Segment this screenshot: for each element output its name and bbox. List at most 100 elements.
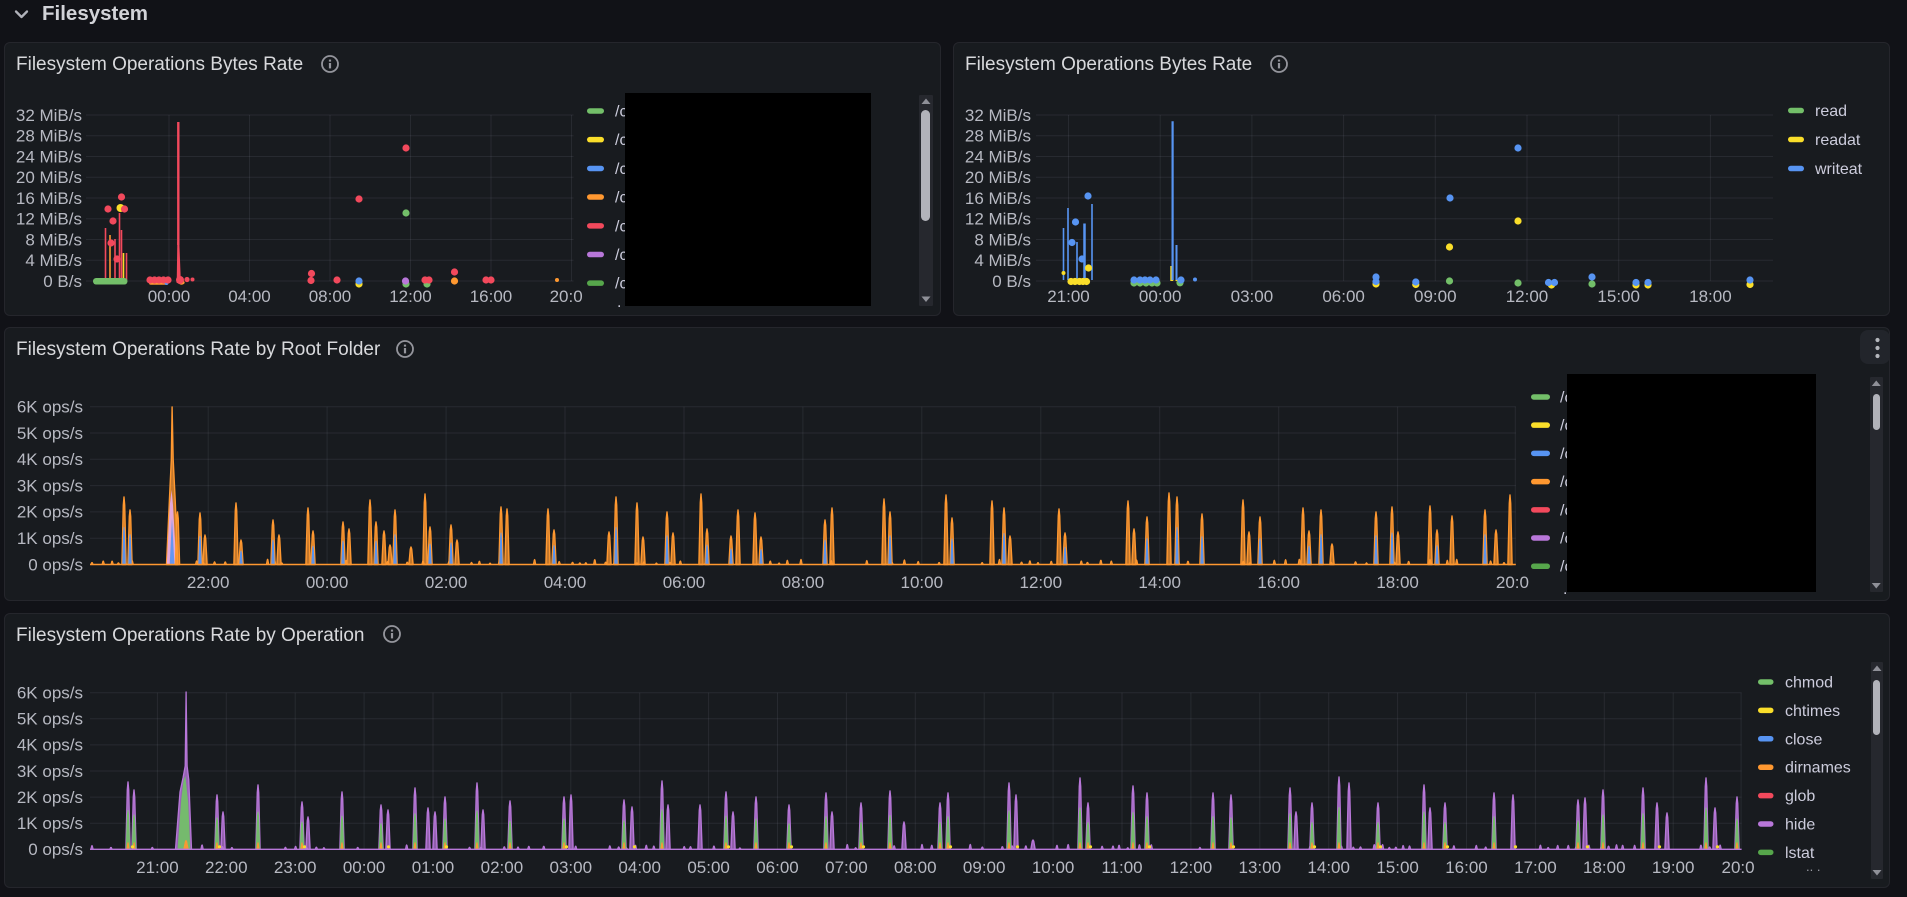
svg-text:06:00: 06:00 [663, 573, 706, 592]
svg-text:/c: /c [615, 218, 627, 235]
svg-text:4K ops/s: 4K ops/s [17, 450, 83, 469]
svg-text:2K ops/s: 2K ops/s [17, 788, 83, 807]
svg-text:18:00: 18:00 [1376, 573, 1419, 592]
svg-text:11:00: 11:00 [1101, 858, 1142, 877]
svg-text:4K ops/s: 4K ops/s [17, 736, 83, 755]
svg-text:13:00: 13:00 [1239, 858, 1282, 877]
svg-text:07:00: 07:00 [825, 858, 868, 877]
svg-text:05:00: 05:00 [687, 858, 730, 877]
svg-text:4 MiB/s: 4 MiB/s [25, 251, 82, 270]
svg-text:06:00: 06:00 [1322, 287, 1365, 306]
svg-text:chtimes: chtimes [1785, 703, 1840, 720]
svg-text:6K ops/s: 6K ops/s [17, 684, 83, 703]
svg-text:15:00: 15:00 [1376, 858, 1419, 877]
svg-text:glob: glob [1785, 788, 1815, 805]
svg-text:0 B/s: 0 B/s [992, 272, 1031, 291]
svg-text:readat: readat [1815, 132, 1861, 149]
svg-text:.: . [1563, 581, 1567, 598]
svg-text:22:00: 22:00 [187, 573, 230, 592]
svg-text:20:0: 20:0 [550, 287, 583, 306]
svg-text:/c: /c [615, 276, 627, 293]
svg-text:22:00: 22:00 [205, 858, 248, 877]
svg-text:2K ops/s: 2K ops/s [17, 503, 83, 522]
svg-text:5K ops/s: 5K ops/s [17, 710, 83, 729]
svg-text:3K ops/s: 3K ops/s [17, 476, 83, 495]
svg-text:close: close [1785, 731, 1822, 748]
svg-text:17:00: 17:00 [1514, 858, 1557, 877]
svg-text:/c: /c [615, 247, 627, 264]
svg-text:1K ops/s: 1K ops/s [17, 814, 83, 833]
svg-text:14:00: 14:00 [1307, 858, 1350, 877]
svg-text:18:00: 18:00 [1583, 858, 1626, 877]
svg-text:writeat: writeat [1814, 161, 1863, 178]
svg-text:dirnames: dirnames [1785, 760, 1851, 777]
svg-text:03:00: 03:00 [550, 858, 593, 877]
svg-text:00:00: 00:00 [1139, 287, 1182, 306]
svg-text:00:00: 00:00 [343, 858, 386, 877]
svg-text:12:00: 12:00 [1020, 573, 1063, 592]
svg-text:00:00: 00:00 [148, 287, 191, 306]
svg-text:14:00: 14:00 [1138, 573, 1181, 592]
svg-text:00:00: 00:00 [306, 573, 349, 592]
svg-text:23:00: 23:00 [274, 858, 317, 877]
svg-text:04:00: 04:00 [544, 573, 587, 592]
svg-text:8 MiB/s: 8 MiB/s [25, 230, 82, 249]
svg-text:28 MiB/s: 28 MiB/s [965, 127, 1031, 146]
svg-text:09:00: 09:00 [963, 858, 1006, 877]
svg-text:01:00: 01:00 [412, 858, 455, 877]
svg-text:12:00: 12:00 [1170, 858, 1213, 877]
svg-text:09:00: 09:00 [1414, 287, 1457, 306]
svg-text:08:00: 08:00 [894, 858, 937, 877]
svg-text:read: read [1815, 103, 1847, 120]
svg-text:28 MiB/s: 28 MiB/s [16, 127, 82, 146]
svg-text:.: . [617, 294, 621, 311]
svg-text:21:00: 21:00 [136, 858, 179, 877]
svg-text:32 MiB/s: 32 MiB/s [16, 106, 82, 125]
svg-text:10:00: 10:00 [1032, 858, 1075, 877]
svg-text:5K ops/s: 5K ops/s [17, 424, 83, 443]
svg-text:15:00: 15:00 [1597, 287, 1640, 306]
svg-text:03:00: 03:00 [1231, 287, 1274, 306]
svg-text:32 MiB/s: 32 MiB/s [965, 106, 1031, 125]
svg-text:06:00: 06:00 [756, 858, 799, 877]
svg-text:08:00: 08:00 [309, 287, 352, 306]
svg-text:16:00: 16:00 [1445, 858, 1488, 877]
svg-text:04:00: 04:00 [228, 287, 271, 306]
svg-text:19:00: 19:00 [1652, 858, 1695, 877]
svg-text:20:0: 20:0 [1496, 573, 1529, 592]
svg-text:21:00: 21:00 [1047, 287, 1090, 306]
svg-text:hide: hide [1785, 817, 1815, 834]
svg-text:08:00: 08:00 [782, 573, 825, 592]
svg-text:12:00: 12:00 [389, 287, 432, 306]
svg-text:18:00: 18:00 [1689, 287, 1732, 306]
svg-text:12:00: 12:00 [1506, 287, 1549, 306]
svg-text:3K ops/s: 3K ops/s [17, 762, 83, 781]
svg-text:4 MiB/s: 4 MiB/s [974, 251, 1031, 270]
svg-text:/c: /c [615, 190, 627, 207]
svg-text:0 ops/s: 0 ops/s [28, 840, 83, 859]
svg-text:20:0: 20:0 [1722, 858, 1755, 877]
svg-text:16 MiB/s: 16 MiB/s [16, 189, 82, 208]
svg-text:24 MiB/s: 24 MiB/s [965, 147, 1031, 166]
svg-text:12 MiB/s: 12 MiB/s [965, 210, 1031, 229]
svg-text:.. .: .. . [1806, 859, 1820, 874]
svg-text:20 MiB/s: 20 MiB/s [965, 168, 1031, 187]
svg-text:10:00: 10:00 [901, 573, 944, 592]
svg-text:1K ops/s: 1K ops/s [17, 529, 83, 548]
svg-text:16 MiB/s: 16 MiB/s [965, 189, 1031, 208]
svg-text:6K ops/s: 6K ops/s [17, 398, 83, 417]
svg-text:chmod: chmod [1785, 675, 1833, 692]
svg-text:0 ops/s: 0 ops/s [28, 555, 83, 574]
svg-text:24 MiB/s: 24 MiB/s [16, 147, 82, 166]
svg-text:/c: /c [615, 161, 627, 178]
svg-text:/c: /c [615, 132, 627, 149]
svg-text:04:00: 04:00 [618, 858, 661, 877]
svg-text:02:00: 02:00 [481, 858, 524, 877]
svg-text:0 B/s: 0 B/s [43, 272, 82, 291]
svg-text:12 MiB/s: 12 MiB/s [16, 210, 82, 229]
svg-text:16:00: 16:00 [1257, 573, 1300, 592]
svg-text:lstat: lstat [1785, 845, 1815, 862]
svg-text:8 MiB/s: 8 MiB/s [974, 230, 1031, 249]
svg-text:/c: /c [615, 104, 627, 121]
svg-text:16:00: 16:00 [470, 287, 513, 306]
